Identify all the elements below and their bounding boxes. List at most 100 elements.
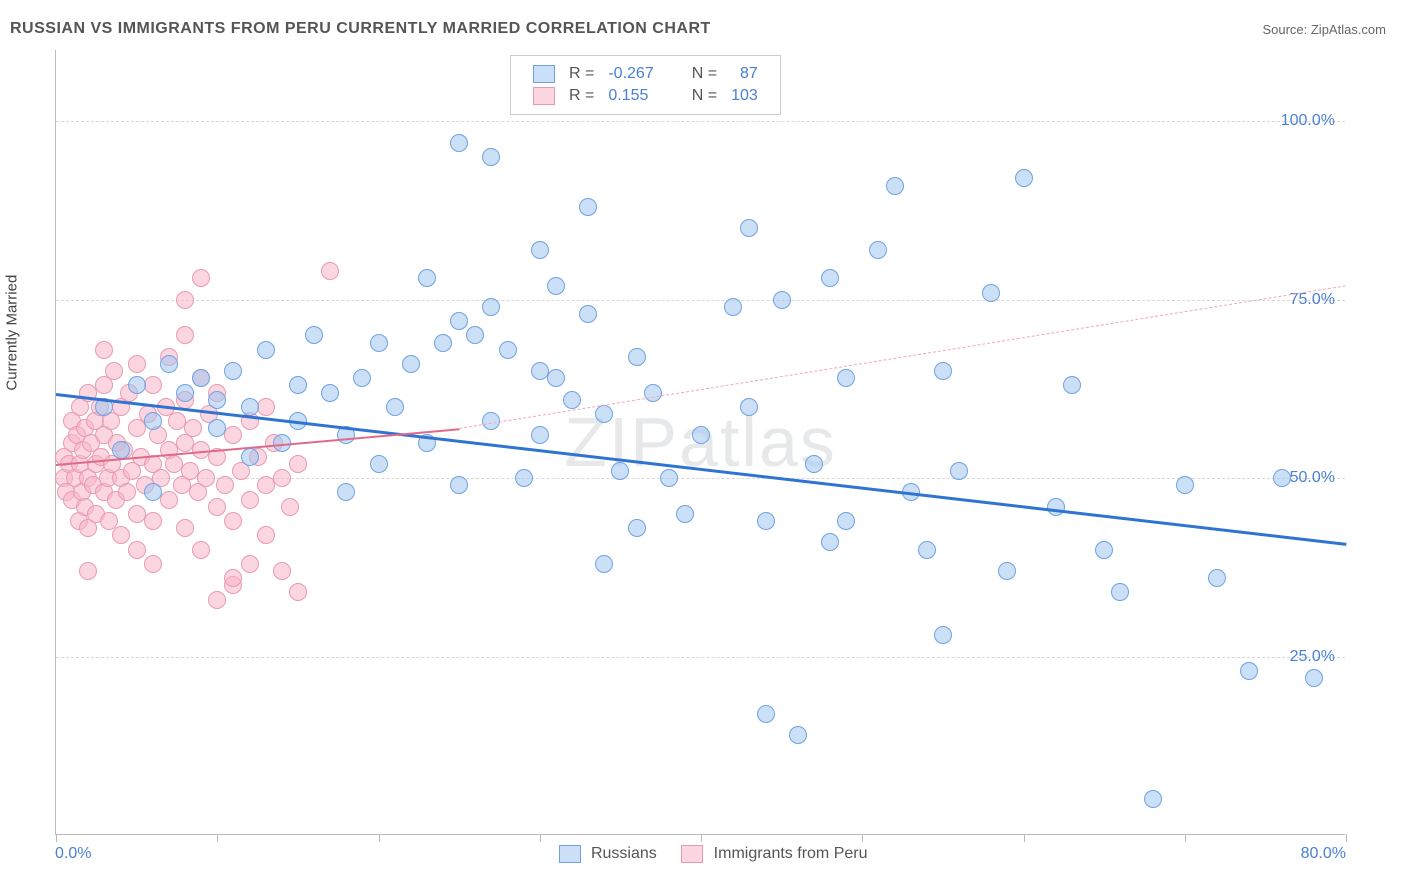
scatter-point-russians xyxy=(418,269,436,287)
scatter-point-russians xyxy=(402,355,420,373)
scatter-point-russians xyxy=(337,483,355,501)
scatter-point-peru xyxy=(241,491,259,509)
scatter-point-peru xyxy=(241,555,259,573)
scatter-point-russians xyxy=(353,369,371,387)
scatter-point-peru xyxy=(144,376,162,394)
scatter-point-russians xyxy=(289,376,307,394)
swatch-russians xyxy=(533,65,555,83)
scatter-point-peru xyxy=(192,269,210,287)
scatter-point-peru xyxy=(144,512,162,530)
scatter-point-russians xyxy=(144,412,162,430)
chart-container: RUSSIAN VS IMMIGRANTS FROM PERU CURRENTL… xyxy=(0,0,1406,892)
scatter-point-russians xyxy=(224,362,242,380)
scatter-point-peru xyxy=(95,341,113,359)
chart-title: RUSSIAN VS IMMIGRANTS FROM PERU CURRENTL… xyxy=(10,20,711,38)
scatter-point-russians xyxy=(869,241,887,259)
r-label: R = xyxy=(563,86,600,106)
scatter-point-russians xyxy=(579,305,597,323)
scatter-point-peru xyxy=(273,562,291,580)
scatter-point-russians xyxy=(1176,476,1194,494)
scatter-point-russians xyxy=(676,505,694,523)
scatter-point-russians xyxy=(821,269,839,287)
source-label: Source: ZipAtlas.com xyxy=(1262,22,1386,37)
legend-label-russians: Russians xyxy=(591,845,657,862)
scatter-point-russians xyxy=(1095,541,1113,559)
legend-label-peru: Immigrants from Peru xyxy=(714,845,868,862)
scatter-point-russians xyxy=(547,369,565,387)
scatter-point-russians xyxy=(1015,169,1033,187)
source-name: ZipAtlas.com xyxy=(1311,22,1386,37)
scatter-point-russians xyxy=(773,291,791,309)
scatter-point-russians xyxy=(660,469,678,487)
scatter-point-russians xyxy=(241,398,259,416)
x-tick xyxy=(540,834,541,842)
scatter-point-peru xyxy=(144,555,162,573)
scatter-point-peru xyxy=(112,526,130,544)
x-tick xyxy=(701,834,702,842)
x-tick xyxy=(862,834,863,842)
scatter-point-russians xyxy=(595,405,613,423)
x-tick xyxy=(379,834,380,842)
scatter-point-russians xyxy=(918,541,936,559)
scatter-point-russians xyxy=(257,341,275,359)
scatter-point-peru xyxy=(79,562,97,580)
n-value-russians: 87 xyxy=(725,64,764,84)
scatter-point-russians xyxy=(1305,669,1323,687)
y-axis-title: Currently Married xyxy=(4,275,21,391)
scatter-point-russians xyxy=(837,512,855,530)
scatter-point-peru xyxy=(197,469,215,487)
swatch-peru xyxy=(533,87,555,105)
gridline xyxy=(56,657,1345,658)
scatter-point-russians xyxy=(386,398,404,416)
scatter-point-russians xyxy=(160,355,178,373)
scatter-point-russians xyxy=(1273,469,1291,487)
gridline xyxy=(56,300,1345,301)
scatter-point-russians xyxy=(886,177,904,195)
scatter-point-peru xyxy=(128,355,146,373)
scatter-point-russians xyxy=(192,369,210,387)
y-tick-label: 25.0% xyxy=(1290,648,1335,666)
scatter-point-russians xyxy=(112,441,130,459)
scatter-point-russians xyxy=(998,562,1016,580)
x-tick xyxy=(1346,834,1347,842)
scatter-point-peru xyxy=(208,498,226,516)
scatter-point-peru xyxy=(160,491,178,509)
scatter-point-russians xyxy=(515,469,533,487)
scatter-point-peru xyxy=(289,455,307,473)
scatter-point-russians xyxy=(321,384,339,402)
scatter-point-russians xyxy=(450,134,468,152)
scatter-point-russians xyxy=(628,348,646,366)
scatter-point-peru xyxy=(208,591,226,609)
gridline xyxy=(56,121,1345,122)
scatter-point-russians xyxy=(789,726,807,744)
scatter-point-russians xyxy=(208,391,226,409)
r-value-russians: -0.267 xyxy=(602,64,659,84)
scatter-point-russians xyxy=(611,462,629,480)
scatter-point-peru xyxy=(128,541,146,559)
source-prefix: Source: xyxy=(1262,22,1310,37)
scatter-point-russians xyxy=(531,426,549,444)
scatter-point-peru xyxy=(224,426,242,444)
scatter-point-russians xyxy=(934,362,952,380)
scatter-point-russians xyxy=(1240,662,1258,680)
scatter-point-russians xyxy=(563,391,581,409)
x-tick xyxy=(217,834,218,842)
scatter-point-peru xyxy=(273,469,291,487)
scatter-point-peru xyxy=(176,519,194,537)
scatter-point-russians xyxy=(1208,569,1226,587)
swatch-russians xyxy=(559,845,581,863)
scatter-point-russians xyxy=(370,455,388,473)
scatter-point-russians xyxy=(837,369,855,387)
scatter-point-russians xyxy=(241,448,259,466)
swatch-peru xyxy=(681,845,703,863)
scatter-point-peru xyxy=(184,419,202,437)
scatter-point-russians xyxy=(757,705,775,723)
plot-area: ZIPatlas 25.0%50.0%75.0%100.0% xyxy=(55,50,1345,835)
scatter-point-peru xyxy=(257,398,275,416)
scatter-point-russians xyxy=(531,241,549,259)
scatter-point-russians xyxy=(499,341,517,359)
scatter-point-russians xyxy=(1063,376,1081,394)
n-label: N = xyxy=(686,64,723,84)
x-tick xyxy=(1185,834,1186,842)
scatter-point-peru xyxy=(224,569,242,587)
